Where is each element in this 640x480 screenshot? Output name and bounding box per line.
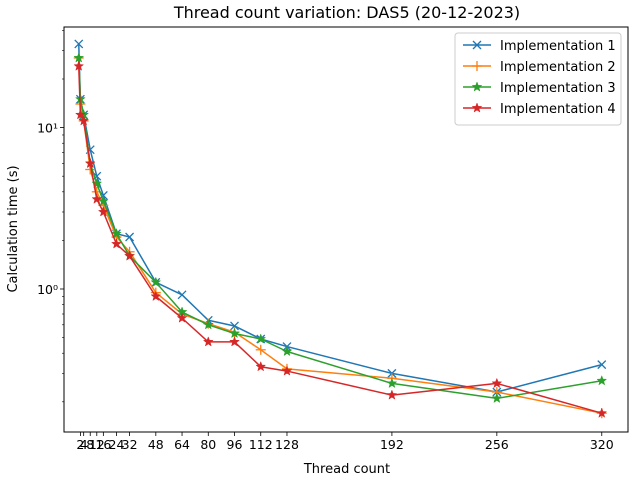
data-point: [150, 290, 162, 301]
x-tick-label: 64: [174, 437, 190, 452]
legend-box: [454, 32, 622, 126]
data-point: [255, 360, 267, 372]
x-tick-label: 32: [122, 437, 138, 452]
legend-label: Implementation 1: [500, 39, 616, 54]
data-point: [111, 228, 122, 239]
data-point: [74, 109, 86, 120]
y-axis-label: Calculation time (s): [6, 165, 21, 292]
data-point: [491, 377, 503, 389]
data-point: [229, 336, 240, 347]
data-point: [202, 319, 214, 330]
chart-title: Thread count variation: DAS5 (20-12-2023…: [173, 3, 520, 22]
data-point: [281, 345, 293, 357]
data-point: [124, 250, 136, 261]
legend: Implementation 1 Implementation 2 Implemen…: [454, 32, 622, 126]
data-point: [230, 321, 239, 331]
legend-entry: Implementation 1: [463, 39, 616, 54]
data-point: [255, 344, 266, 355]
data-point: [84, 157, 96, 169]
data-point: [596, 407, 608, 418]
x-tick-label: 16: [95, 437, 111, 452]
x-tick-label: 256: [485, 437, 509, 452]
x-tick-label: 2: [76, 437, 84, 452]
data-point: [596, 375, 608, 386]
data-point: [73, 52, 85, 63]
plot-frame: [63, 26, 629, 433]
legend-marker: [471, 81, 483, 92]
data-point: [73, 60, 85, 71]
series-4: [73, 60, 608, 418]
y-tick-label: 10⁰: [37, 282, 58, 297]
x-axis-label: Thread count: [303, 462, 390, 477]
data-point: [125, 232, 135, 242]
x-tick-label: 4: [80, 437, 88, 452]
plot-area: [73, 39, 608, 419]
data-point: [386, 389, 398, 400]
data-point: [229, 327, 240, 339]
data-point: [255, 333, 267, 344]
legend-marker: [471, 102, 483, 113]
y-axis: 10⁰ 10¹: [37, 30, 64, 403]
x-tick-label: 112: [249, 437, 273, 452]
x-tick-label: 96: [227, 437, 243, 452]
data-point: [91, 193, 103, 204]
x-tick-label: 12: [89, 437, 105, 452]
x-tick-label: 24: [109, 437, 125, 452]
y-tick-label: 10¹: [37, 121, 58, 136]
data-point: [597, 360, 607, 370]
data-point: [97, 206, 109, 217]
x-tick-label: 128: [275, 437, 299, 452]
data-point: [202, 336, 214, 347]
data-point: [176, 312, 188, 323]
x-tick-label: 320: [590, 437, 614, 452]
data-point: [78, 115, 90, 126]
data-point: [386, 377, 398, 389]
legend-label: Implementation 2: [500, 60, 616, 75]
data-point: [281, 365, 293, 376]
legend-entry: Implementation 2: [463, 60, 616, 75]
legend-entry: Implementation 4: [463, 102, 616, 117]
legend-label: Implementation 3: [500, 81, 616, 96]
data-point: [177, 290, 187, 300]
data-point: [111, 238, 122, 249]
x-tick-label: 8: [86, 437, 94, 452]
x-tick-label: 80: [200, 437, 216, 452]
legend-marker: [472, 61, 482, 71]
legend-label: Implementation 4: [500, 102, 616, 117]
x-tick-label: 192: [380, 437, 404, 452]
data-point: [97, 195, 109, 206]
data-point: [74, 39, 84, 49]
x-tick-label: 48: [148, 437, 164, 452]
legend-marker: [472, 40, 482, 50]
data-point: [150, 276, 162, 287]
legend-entry: Implementation 3: [463, 81, 616, 96]
data-point: [491, 392, 503, 404]
